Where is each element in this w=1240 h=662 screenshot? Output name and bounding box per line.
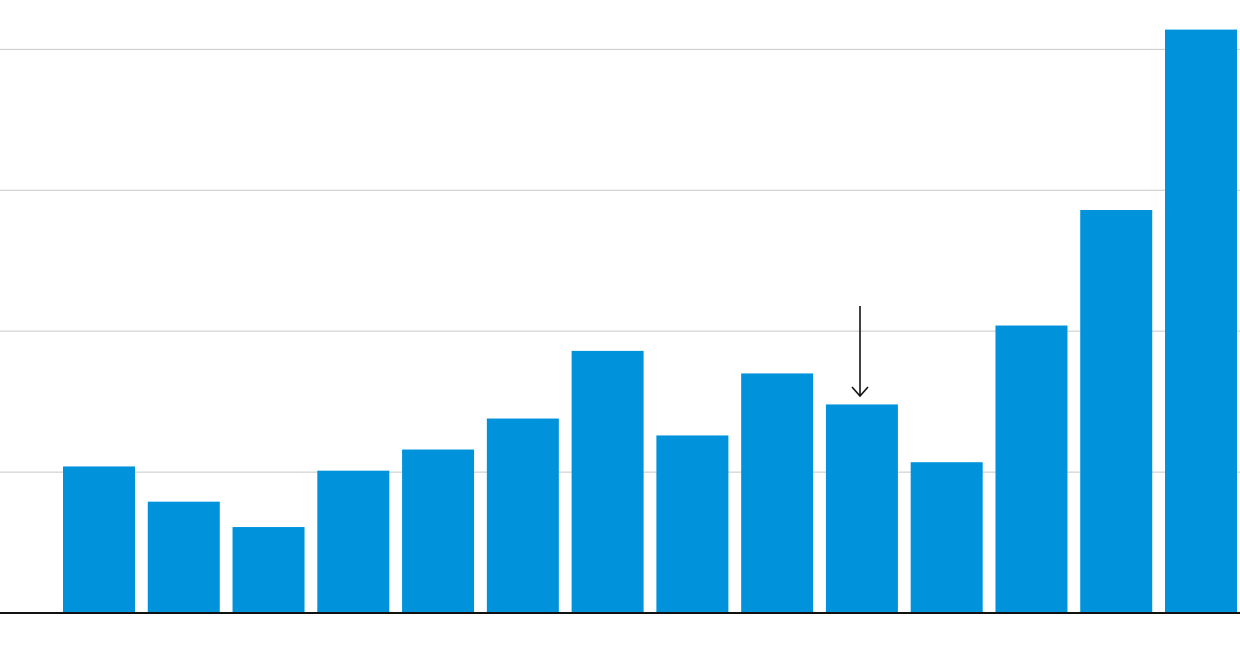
bar: [1165, 29, 1237, 614]
bar: [402, 449, 475, 613]
bar: [910, 462, 983, 613]
bar: [486, 418, 559, 613]
bar: [741, 373, 814, 613]
bar: [63, 466, 135, 613]
bar: [825, 404, 898, 613]
bar: [571, 350, 644, 613]
bar: [995, 325, 1068, 613]
arrow-head: [851, 386, 869, 398]
annotation-arrow: [851, 306, 869, 398]
plot: [0, 29, 1240, 614]
bar: [317, 470, 390, 613]
bar: [1080, 209, 1153, 614]
bar: [232, 527, 305, 613]
bar: [147, 501, 220, 613]
bar: [656, 435, 729, 613]
